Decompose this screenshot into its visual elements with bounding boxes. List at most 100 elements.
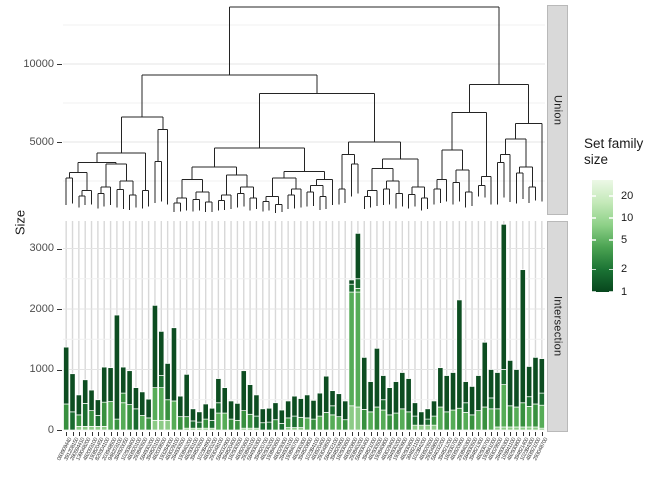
- bar-segment: [323, 412, 330, 431]
- bar-segment: [304, 417, 311, 431]
- bar-segment: [247, 384, 254, 415]
- bar-segment: [437, 406, 444, 431]
- bar-segment: [285, 427, 292, 431]
- x-tick-mark: [389, 432, 391, 436]
- facet-strip-intersection-label: Intersection: [551, 296, 564, 357]
- bar-segment: [380, 409, 387, 431]
- legend-tick-mark: [592, 195, 596, 197]
- bar-segment: [240, 370, 247, 411]
- bar-segment: [291, 427, 298, 431]
- bar-segment: [443, 411, 450, 431]
- bar-segment: [354, 291, 361, 408]
- bar-segment: [94, 415, 101, 427]
- bar-segment: [392, 412, 399, 431]
- bar-segment: [348, 283, 355, 293]
- bar-segment: [120, 366, 127, 394]
- x-tick-mark: [231, 432, 233, 436]
- bar-segment: [190, 420, 197, 429]
- bar-segment: [82, 403, 89, 427]
- bar-segment: [253, 415, 260, 429]
- bar-segment: [500, 384, 507, 428]
- bar-segment: [164, 419, 171, 431]
- bar-segment: [228, 400, 235, 420]
- x-tick-mark: [180, 432, 182, 436]
- x-tick-mark: [288, 432, 290, 436]
- bar-segment: [418, 424, 425, 431]
- bar-segment: [354, 406, 361, 431]
- x-tick-mark: [497, 432, 499, 436]
- x-tick-mark: [250, 432, 252, 436]
- bar-segment: [488, 408, 495, 431]
- bar-segment: [101, 401, 108, 427]
- x-tick-mark: [351, 432, 353, 436]
- bar-segment: [494, 408, 501, 428]
- bar-segment: [132, 387, 139, 410]
- bar-segment: [259, 408, 266, 424]
- x-tick-mark: [319, 432, 321, 436]
- bar-segment: [462, 412, 469, 431]
- bar-segment: [424, 424, 431, 431]
- bar-segment: [513, 406, 520, 428]
- x-tick-mark: [516, 432, 518, 436]
- x-tick-mark: [91, 432, 93, 436]
- bar-segment: [63, 403, 70, 431]
- y-tick-label: 5000: [29, 135, 54, 148]
- x-tick-mark: [97, 432, 99, 436]
- bar-segment: [411, 415, 418, 426]
- y-tick-label: 10000: [23, 57, 54, 70]
- x-tick-mark: [199, 432, 201, 436]
- bar-segment: [329, 405, 336, 416]
- bar-segment: [145, 417, 152, 431]
- x-tick-mark: [383, 432, 385, 436]
- bar-segment: [158, 419, 165, 431]
- bar-segment: [443, 375, 450, 413]
- x-tick-mark: [535, 432, 537, 436]
- y-tick-mark: [57, 309, 62, 310]
- bar-segment: [132, 408, 139, 431]
- bar-segment: [107, 367, 114, 402]
- bar-segment: [405, 411, 412, 431]
- bar-segment: [285, 417, 292, 428]
- bar-segment: [75, 414, 82, 427]
- legend-tick-mark: [592, 239, 596, 241]
- x-tick-mark: [173, 432, 175, 436]
- bar-segment: [228, 418, 235, 431]
- bar-segment: [126, 404, 133, 431]
- bars: [63, 223, 545, 431]
- bar-segment: [151, 419, 158, 431]
- bar-segment: [507, 405, 514, 428]
- y-tick-mark: [57, 369, 62, 371]
- bar-segment: [456, 299, 463, 409]
- bar-segment: [234, 419, 241, 431]
- x-tick-mark: [465, 432, 467, 436]
- bar-segment: [113, 418, 120, 431]
- x-tick-mark: [161, 432, 163, 436]
- bar-segment: [310, 418, 317, 431]
- x-tick-mark: [421, 432, 423, 436]
- bar-segment: [500, 426, 507, 431]
- x-tick-mark: [123, 432, 125, 436]
- bar-segment: [88, 389, 95, 411]
- bar-segment: [240, 410, 247, 429]
- legend-tick-label: 10: [621, 211, 634, 224]
- bar-segment: [507, 360, 514, 407]
- x-tick-mark: [154, 432, 156, 436]
- bar-segment: [526, 406, 533, 428]
- bar-segment: [431, 400, 438, 417]
- bar-segment: [202, 403, 209, 420]
- facet-strip-union-label: Union: [551, 94, 564, 126]
- bar-segment: [126, 370, 133, 405]
- x-tick-mark: [300, 432, 302, 436]
- bar-segment: [475, 410, 482, 431]
- bar-segment: [316, 392, 323, 417]
- bar-segment: [532, 403, 539, 428]
- bar-segment: [513, 426, 520, 431]
- bar-segment: [101, 366, 108, 403]
- bar-segment: [158, 375, 165, 389]
- union-dendrogram: [63, 6, 545, 213]
- bar-segment: [158, 331, 165, 376]
- bar-segment: [88, 426, 95, 431]
- bar-segment: [538, 392, 545, 406]
- bar-segment: [329, 390, 336, 407]
- bar-segment: [494, 372, 501, 410]
